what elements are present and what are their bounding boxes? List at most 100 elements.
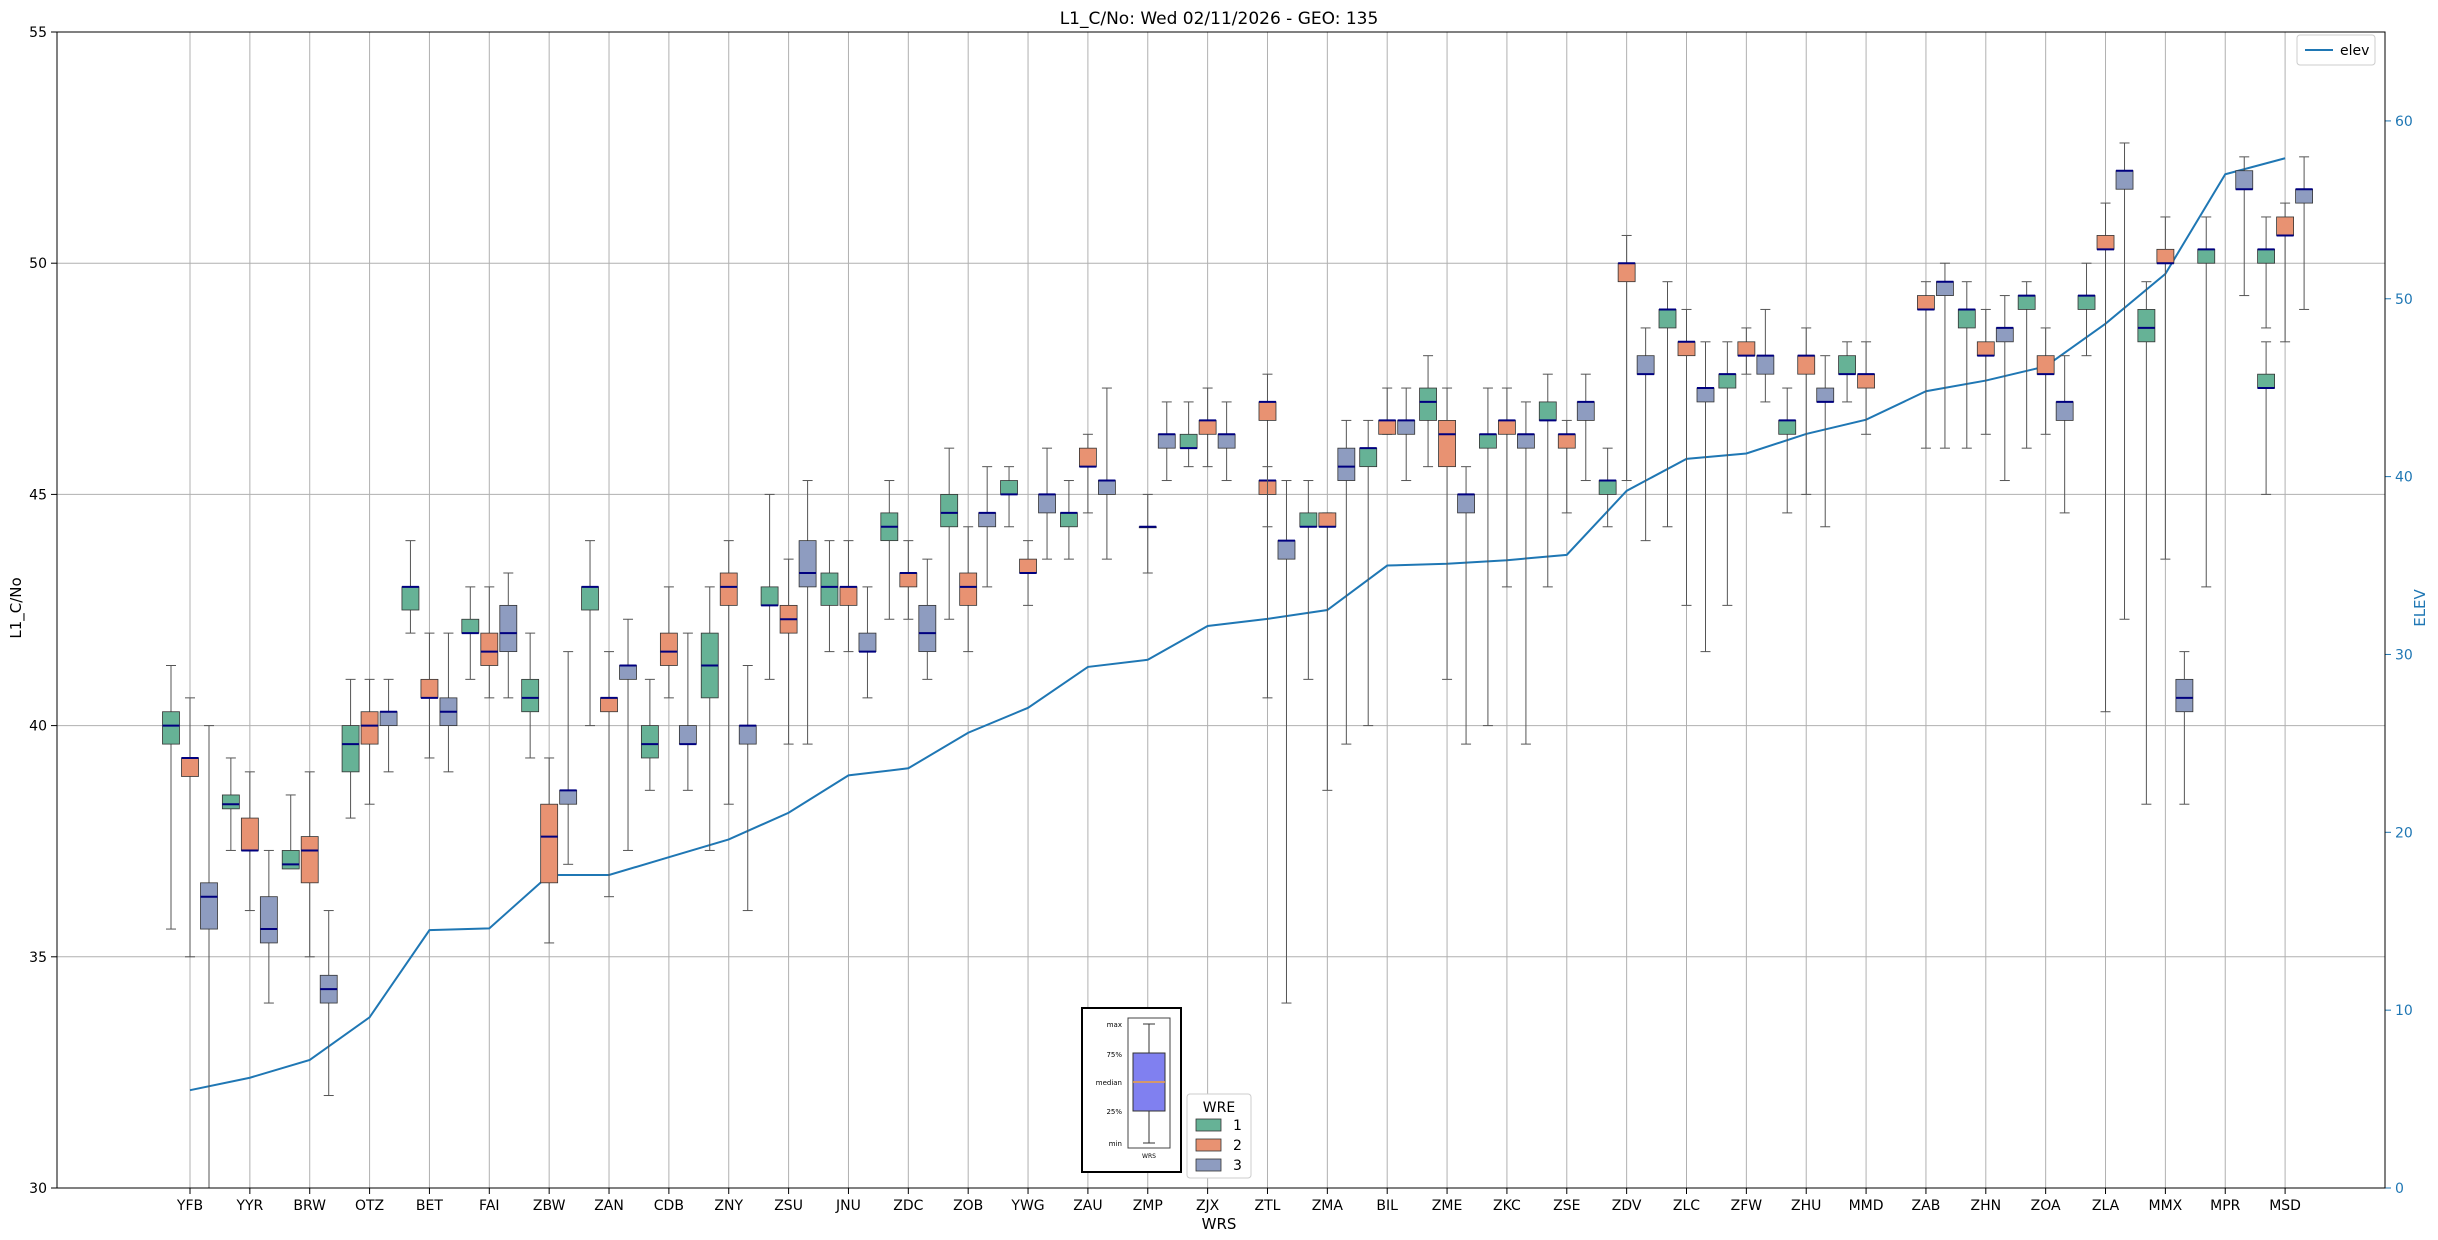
x-tick-label: BRW <box>293 1198 326 1214</box>
box-wre2 <box>1318 512 1337 528</box>
box-wre2 <box>1917 295 1935 310</box>
box-wre1 <box>2077 295 2096 310</box>
y-tick-label: 55 <box>29 25 47 41</box>
box-wre2 <box>300 836 319 884</box>
key-inset-q1: 25% <box>1106 1108 1122 1116</box>
x-tick-label: ZNY <box>714 1198 743 1214</box>
box-wre1 <box>2197 248 2216 264</box>
box-wre3 <box>1457 493 1475 514</box>
box-wre1 <box>1359 447 1378 468</box>
box-wre3 <box>1098 480 1116 495</box>
box-wre2 <box>1498 420 1516 435</box>
box-wre3 <box>499 604 518 653</box>
legend-wre-swatch-3 <box>1195 1158 1222 1172</box>
legend-wre-label-2: 2 <box>1233 1138 1242 1154</box>
x-tick-label: YWG <box>1010 1198 1044 1214</box>
x-tick-label: ZLC <box>1673 1198 1700 1214</box>
x-tick-label: ZLA <box>2092 1198 2120 1214</box>
box-wre1 <box>760 586 779 606</box>
box-wre3 <box>1337 447 1356 481</box>
box-wre1 <box>2257 248 2276 264</box>
box-wre1 <box>1658 309 1677 329</box>
box-wre3 <box>1995 327 2014 343</box>
x-tick-label: YFB <box>176 1198 203 1214</box>
box-wre3 <box>619 665 637 680</box>
box-wre3 <box>379 711 398 727</box>
box-wre1 <box>1957 309 1976 329</box>
box-wre3 <box>1397 420 1416 435</box>
box-wre1 <box>281 850 300 870</box>
y2-tick-label: 60 <box>2395 114 2413 130</box>
box-wre3 <box>2055 401 2074 421</box>
box-wre2 <box>1258 401 1277 421</box>
box-wre1 <box>1060 512 1078 528</box>
x-tick-label: ZAB <box>1912 1198 1941 1214</box>
legend-wre: WRE 1 2 3 <box>1186 1093 1252 1179</box>
x-tick-label: ZHN <box>1971 1198 2002 1214</box>
box-wre1 <box>2017 295 2036 310</box>
x-tick-label: OTZ <box>355 1198 384 1214</box>
box-wre3 <box>2295 188 2314 204</box>
box-wre2 <box>360 711 379 745</box>
elev-line <box>189 157 2286 1092</box>
box-wre3 <box>1756 355 1775 375</box>
key-inset: max 75% median 25% min WRS <box>1081 1007 1182 1173</box>
box-wre1 <box>581 586 599 611</box>
box-wre2 <box>420 678 439 699</box>
box-wre3 <box>200 882 218 930</box>
box-wre2 <box>2276 216 2295 236</box>
box-wre2 <box>1737 341 1756 357</box>
box-wre2 <box>1677 341 1696 357</box>
box-wre1 <box>1419 387 1437 421</box>
box-wre3 <box>798 540 817 588</box>
box-wre3 <box>1217 433 1236 449</box>
key-inset-median-label: median <box>1096 1079 1122 1087</box>
x-tick-label: ZFW <box>1731 1198 1763 1214</box>
y2-tick-label: 40 <box>2395 470 2413 486</box>
box-wre3 <box>1517 433 1535 449</box>
key-inset-q3: 75% <box>1106 1051 1122 1059</box>
legend-wre-frame <box>1186 1093 1252 1179</box>
key-inset-min: min <box>1109 1140 1122 1148</box>
box-wre3 <box>978 512 997 528</box>
box-wre2 <box>2096 235 2115 250</box>
box-wre3 <box>559 789 578 805</box>
box-wre1 <box>640 725 659 759</box>
box-wre2 <box>2036 355 2055 375</box>
box-wre2 <box>1198 420 1217 435</box>
y2-tick-label: 10 <box>2395 1003 2413 1019</box>
y-tick-label: 45 <box>29 487 47 503</box>
key-inset-xlabel: WRS <box>1142 1153 1156 1160</box>
x-tick-label: MMX <box>2149 1198 2183 1214</box>
x-tick-label: ZAU <box>1073 1198 1102 1214</box>
box-wre3 <box>918 604 937 653</box>
box-wre1 <box>1000 480 1018 495</box>
box-wre2 <box>719 572 738 606</box>
box-wre2 <box>1378 420 1397 435</box>
box-wre3 <box>1277 540 1296 560</box>
y2-tick-label: 50 <box>2395 292 2413 308</box>
box-wre1 <box>1538 401 1557 421</box>
box-wre2 <box>1797 355 1816 375</box>
box-wre1 <box>1838 355 1856 375</box>
box-wre1 <box>1479 433 1497 449</box>
box-wre3 <box>1038 493 1056 514</box>
box-wre2 <box>240 817 259 851</box>
box-wre3 <box>1576 401 1595 421</box>
x-tick-label: FAI <box>479 1198 499 1214</box>
box-wre3 <box>678 725 697 745</box>
box-wre1 <box>940 493 959 528</box>
x-tick-label: ZBW <box>533 1198 566 1214</box>
y-axis-label: L1_C/No <box>7 577 26 638</box>
box-wre3 <box>1816 387 1835 403</box>
box-wre3 <box>2235 170 2254 190</box>
box-wre1 <box>401 586 420 611</box>
box-wre1 <box>221 794 240 810</box>
plot-frame <box>56 31 2386 1189</box>
x-tick-label: MMD <box>1849 1198 1884 1214</box>
y-tick-label: 30 <box>29 1181 47 1197</box>
x-tick-label: ZOA <box>2031 1198 2061 1214</box>
box-wre3 <box>1696 387 1715 403</box>
box-wre2 <box>1557 433 1576 449</box>
box-wre1 <box>1598 480 1617 495</box>
